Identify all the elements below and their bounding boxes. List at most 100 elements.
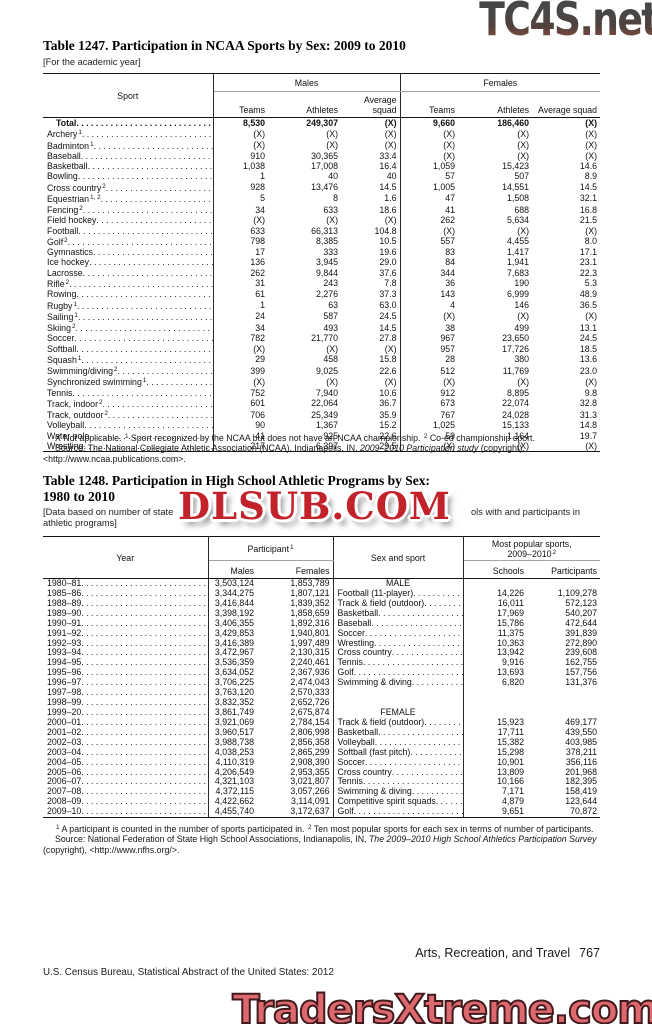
females-value-cell: 2,240,461: [257, 657, 334, 669]
sport-cell-label: Football: [47, 225, 79, 236]
leader-dots: [74, 333, 212, 343]
males-value-cell: 10.5: [341, 235, 401, 248]
leader-dots: [78, 312, 213, 322]
males-value-cell: 22,064: [311, 398, 338, 409]
year-cell-label: 2000–01: [47, 717, 82, 727]
females-value-cell: 912: [440, 387, 456, 398]
dot-leader: Softball (fast pitch): [334, 748, 463, 758]
leader-dots: [81, 698, 207, 708]
males-value-cell: 3,960,517: [214, 726, 254, 737]
sport-cell: Golf: [333, 807, 464, 819]
males-value-cell: 3,634,052: [214, 667, 254, 678]
table-1247-bracket-note: [For the academic year]: [43, 57, 141, 67]
females-value-cell: 48.9: [579, 289, 598, 300]
males-value-cell: 41: [255, 430, 265, 441]
footnote-text: Ten most popular sports for each sex in …: [311, 824, 594, 834]
sport-cell-label: Volleyball: [47, 420, 85, 431]
column-header-females-teams: Teams: [400, 91, 459, 118]
watermark-top: TC4S.net: [479, 0, 652, 42]
sex-section-label: MALE: [333, 578, 464, 589]
footnote-text: Source: National Federation of State Hig…: [55, 834, 369, 845]
bracket-note-fragment-1: [Data based on number of state: [43, 507, 174, 517]
dot-leader: Sailing1: [43, 311, 213, 322]
females-value-cell: (X): [585, 376, 598, 387]
dot-leader: 2004–05: [43, 758, 208, 768]
leader-dots: [69, 279, 212, 289]
males-value-cell: 33.4: [341, 150, 401, 162]
females-value-cell: 41: [445, 204, 456, 215]
sport-cell-label: Basketball: [337, 727, 379, 737]
sport-cell-label: Bowling: [47, 171, 78, 182]
column-header-females: Females: [257, 560, 334, 579]
leader-dots: [81, 777, 207, 787]
females-value-cell: 15,423: [502, 161, 530, 172]
column-group-participant: Participant1: [208, 536, 334, 561]
schools-value-cell: 7,171: [502, 786, 525, 797]
dot-leader: Fencing2: [43, 204, 213, 215]
dot-leader: Bowling: [43, 171, 213, 181]
females-value-cell: 3,114,091: [257, 796, 334, 808]
females-value-cell: 1,858,659: [257, 608, 334, 619]
females-value-cell: 47: [445, 193, 456, 204]
females-value-cell: (X): [443, 150, 456, 161]
sport-cell-label: Volleyball: [337, 737, 375, 747]
females-value-cell: 1,807,121: [257, 588, 334, 599]
sport-cell-label: Field hockey: [47, 215, 97, 226]
sport-cell-label: Swimming & diving: [337, 678, 412, 688]
males-value-cell: 1,038: [242, 161, 265, 172]
sport-cell-label: Swimming/diving2: [47, 366, 118, 377]
males-value-cell: 3,429,853: [214, 627, 254, 638]
males-value-cell: 910: [250, 150, 265, 161]
participants-value-cell: 70,872: [527, 806, 601, 819]
males-value-cell: 3,416,844: [214, 597, 254, 608]
leader-dots: [410, 748, 462, 758]
leader-dots: [118, 366, 213, 376]
females-value-cell: 31.3: [579, 409, 598, 420]
ncaa-participation-table: Sport Males Females Teams Athletes Avera…: [43, 73, 601, 453]
females-value-cell: 22,074: [502, 398, 530, 409]
females-value-cell: 17.1: [579, 247, 598, 258]
schools-value-cell: 15,298: [497, 746, 525, 757]
males-value-cell: 4,206,549: [214, 766, 254, 777]
males-value-cell: 61: [255, 289, 265, 300]
dot-leader: Ice hockey: [43, 257, 213, 267]
sport-cell: Rugby1: [43, 299, 214, 311]
footnote-ref: 1: [290, 544, 294, 551]
sport-cell: Fencing2: [43, 204, 214, 216]
participants-value-cell: 540,207: [565, 607, 598, 618]
year-cell: 1996–97: [43, 678, 209, 689]
females-value-cell: 2,675,874: [257, 707, 334, 718]
column-header-males-teams: Teams: [213, 91, 268, 118]
males-value-cell: 16.4: [341, 161, 401, 172]
males-value-cell: (X): [341, 128, 401, 140]
year-cell: 1990–91: [43, 618, 209, 629]
males-value-cell: 25,349: [311, 409, 338, 420]
males-value-cell: 4,110,319: [215, 756, 254, 767]
females-value-cell: 3,021,807: [257, 777, 334, 788]
females-value-cell: (X): [585, 225, 598, 236]
leader-dots: [354, 807, 463, 817]
leader-dots: [81, 728, 207, 738]
males-value-cell: 9,025: [315, 365, 338, 376]
column-header-males-athletes: Athletes: [268, 91, 341, 118]
sport-cell-label: Water polo: [47, 430, 90, 441]
females-value-cell: 14.8: [579, 420, 598, 431]
dot-leader: Badminton1: [43, 140, 213, 151]
sport-cell: Softball: [43, 343, 214, 354]
sport-cell: Football: [43, 225, 214, 236]
females-value-cell: 2,474,043: [257, 677, 334, 689]
footnote-text: Source: The National Collegiate Athletic…: [55, 443, 360, 454]
year-cell: 1988–89: [43, 598, 209, 609]
females-value-cell: (X): [517, 128, 530, 139]
sport-cell: Synchronized swimming1: [43, 376, 214, 388]
females-value-cell: 2,652,726: [257, 697, 334, 708]
leader-dots: [81, 688, 207, 698]
